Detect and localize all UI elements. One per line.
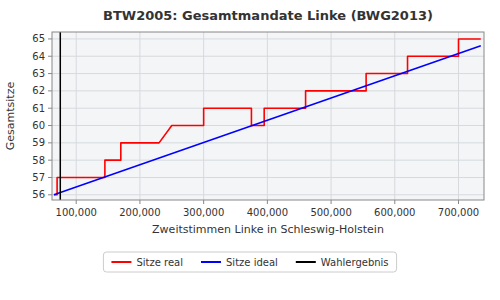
x-tick — [76, 200, 77, 204]
grid-line-y — [52, 177, 484, 178]
grid-line-y — [52, 90, 484, 91]
y-tick — [48, 90, 52, 91]
x-tick — [267, 200, 268, 204]
legend-item: Wahlergebnis — [296, 257, 389, 268]
series-line — [54, 39, 481, 195]
y-tick-label: 65 — [32, 33, 45, 44]
x-tick-label: 600,000 — [374, 207, 415, 218]
y-tick-label: 59 — [32, 137, 45, 148]
x-tick — [394, 200, 395, 204]
y-tick — [48, 108, 52, 109]
legend-swatch — [296, 261, 316, 263]
y-tick — [48, 194, 52, 195]
y-tick-label: 56 — [32, 189, 45, 200]
x-tick — [203, 200, 204, 204]
grid-line-x — [458, 32, 459, 200]
axes: 100,000 200,000 300,000 400,000 500,000 600,0… — [32, 33, 479, 218]
grid-line-y — [52, 125, 484, 126]
y-tick-label: 63 — [32, 68, 45, 79]
y-tick — [48, 73, 52, 74]
legend-label: Sitze ideal — [226, 257, 278, 268]
grid-line-y — [52, 142, 484, 143]
x-tick-label: 700,000 — [438, 207, 479, 218]
vertical-line — [60, 32, 62, 200]
y-tick-label: 62 — [32, 85, 45, 96]
legend-label: Sitze real — [136, 257, 183, 268]
grid-line-x — [394, 32, 395, 200]
grid-line-x — [76, 32, 77, 200]
legend-swatch — [201, 261, 221, 263]
y-tick — [48, 125, 52, 126]
x-tick — [331, 200, 332, 204]
y-tick-label: 64 — [32, 51, 45, 62]
y-tick — [48, 177, 52, 178]
grid — [52, 32, 484, 200]
plot-frame — [52, 32, 484, 200]
grid-line-x — [139, 32, 140, 200]
x-tick — [458, 200, 459, 204]
legend-item: Sitze real — [111, 257, 183, 268]
x-tick-label: 300,000 — [183, 207, 224, 218]
chart: 100,000 200,000 300,000 400,000 500,000 600,0… — [0, 0, 500, 300]
x-tick-label: 500,000 — [310, 207, 351, 218]
title: BTW2005: Gesamtmandate Linke (BWG2013) — [103, 8, 433, 23]
data — [54, 32, 481, 200]
y-tick — [48, 160, 52, 161]
x-tick — [139, 200, 140, 204]
x-tick-label: 200,000 — [119, 207, 160, 218]
y-tick — [48, 56, 52, 57]
grid-line-x — [331, 32, 332, 200]
legend-item: Sitze ideal — [201, 257, 278, 268]
legend: Sitze real Sitze ideal Wahlergebnis — [103, 252, 396, 272]
legend-label: Wahlergebnis — [321, 257, 389, 268]
y-tick — [48, 142, 52, 143]
y-tick-label: 60 — [32, 120, 45, 131]
y-tick — [48, 38, 52, 39]
y-tick-label: 58 — [32, 155, 45, 166]
x-axis-label: Zweitstimmen Linke in Schleswig-Holstein — [152, 223, 384, 236]
plot-area — [52, 32, 484, 200]
x-tick-label: 400,000 — [247, 207, 288, 218]
y-axis-label: Gesamtsitze — [4, 82, 17, 151]
y-tick-label: 57 — [32, 172, 45, 183]
x-tick-label: 100,000 — [56, 207, 97, 218]
series-line — [54, 46, 481, 195]
grid-line-y — [52, 38, 484, 39]
legend-frame — [103, 252, 396, 272]
legend-swatch — [111, 261, 131, 263]
grid-line-x — [267, 32, 268, 200]
grid-line-y — [52, 73, 484, 74]
grid-line-y — [52, 194, 484, 195]
y-tick-label: 61 — [32, 103, 45, 114]
